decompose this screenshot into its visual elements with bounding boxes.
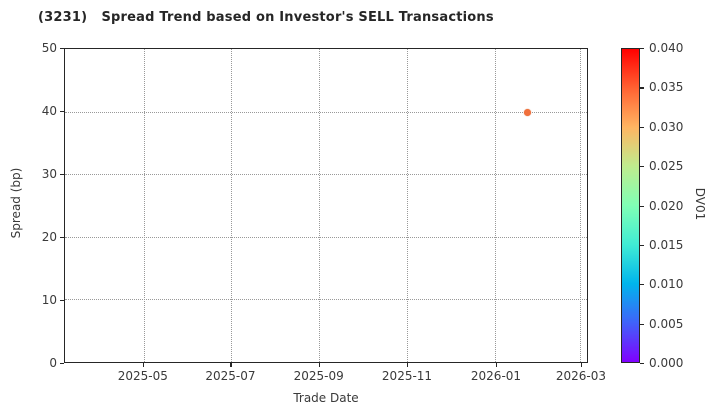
v-gridline	[230, 49, 232, 362]
x-tick-mark	[407, 363, 409, 367]
colorbar-tick-label: 0.000	[649, 356, 684, 370]
v-gridline	[406, 49, 408, 362]
colorbar-tick-label: 0.035	[649, 80, 684, 95]
plot-area	[64, 48, 588, 363]
h-gridline	[65, 174, 587, 176]
v-gridline	[143, 49, 145, 362]
colorbar-tick-mark	[640, 244, 644, 247]
colorbar	[621, 48, 640, 363]
colorbar-tick-mark	[640, 323, 644, 325]
colorbar-tick-mark	[640, 363, 644, 365]
v-gridline	[580, 49, 581, 362]
y-tick-mark	[60, 363, 64, 365]
colorbar-tick-label: 0.040	[649, 41, 684, 55]
x-axis-title: Trade Date	[293, 391, 359, 405]
colorbar-tick-label: 0.015	[649, 237, 684, 252]
colorbar-tick-label: 0.020	[649, 198, 684, 213]
y-tick-mark	[60, 111, 64, 113]
h-gridline	[65, 111, 587, 113]
y-tick-mark	[60, 48, 64, 50]
h-gridline	[65, 299, 587, 301]
y-axis-title: Spread (bp)	[9, 167, 23, 239]
colorbar-tick-mark	[640, 166, 644, 168]
colorbar-tick-label: 0.030	[649, 119, 684, 134]
h-gridline	[65, 236, 587, 238]
x-tick-label: 2025-05	[117, 369, 168, 383]
x-tick-mark	[495, 363, 498, 367]
scatter-point	[523, 108, 531, 116]
x-tick-label: 2025-11	[381, 369, 433, 383]
colorbar-tick-mark	[640, 126, 644, 128]
x-tick-mark	[580, 363, 583, 367]
x-tick-label: 2025-07	[205, 369, 256, 383]
y-tick-label: 10	[41, 293, 57, 307]
y-tick-mark	[60, 174, 64, 176]
colorbar-tick-label: 0.025	[649, 159, 684, 174]
chart-title: (3231) Spread Trend based on Investor's …	[38, 10, 494, 25]
x-tick-mark	[318, 363, 320, 367]
x-tick-label: 2025-09	[293, 369, 344, 383]
colorbar-tick-label: 0.010	[649, 277, 684, 292]
x-tick-mark	[230, 363, 232, 367]
v-gridline	[495, 49, 497, 362]
y-tick-label: 30	[41, 167, 57, 181]
colorbar-tick-label: 0.005	[649, 316, 684, 331]
y-tick-mark	[60, 300, 64, 302]
x-tick-label: 2026-03	[555, 369, 607, 383]
v-gridline	[318, 49, 320, 362]
y-tick-label: 20	[41, 230, 57, 244]
x-tick-mark	[142, 363, 144, 367]
y-tick-mark	[60, 237, 64, 239]
y-tick-label: 50	[41, 41, 57, 55]
x-tick-label: 2026-01	[470, 369, 522, 383]
y-tick-label: 40	[41, 104, 57, 118]
colorbar-tick-mark	[640, 284, 644, 286]
colorbar-tick-mark	[640, 205, 644, 207]
y-tick-label: 0	[49, 356, 57, 370]
colorbar-tick-mark	[640, 48, 644, 50]
colorbar-tick-mark	[640, 87, 644, 89]
